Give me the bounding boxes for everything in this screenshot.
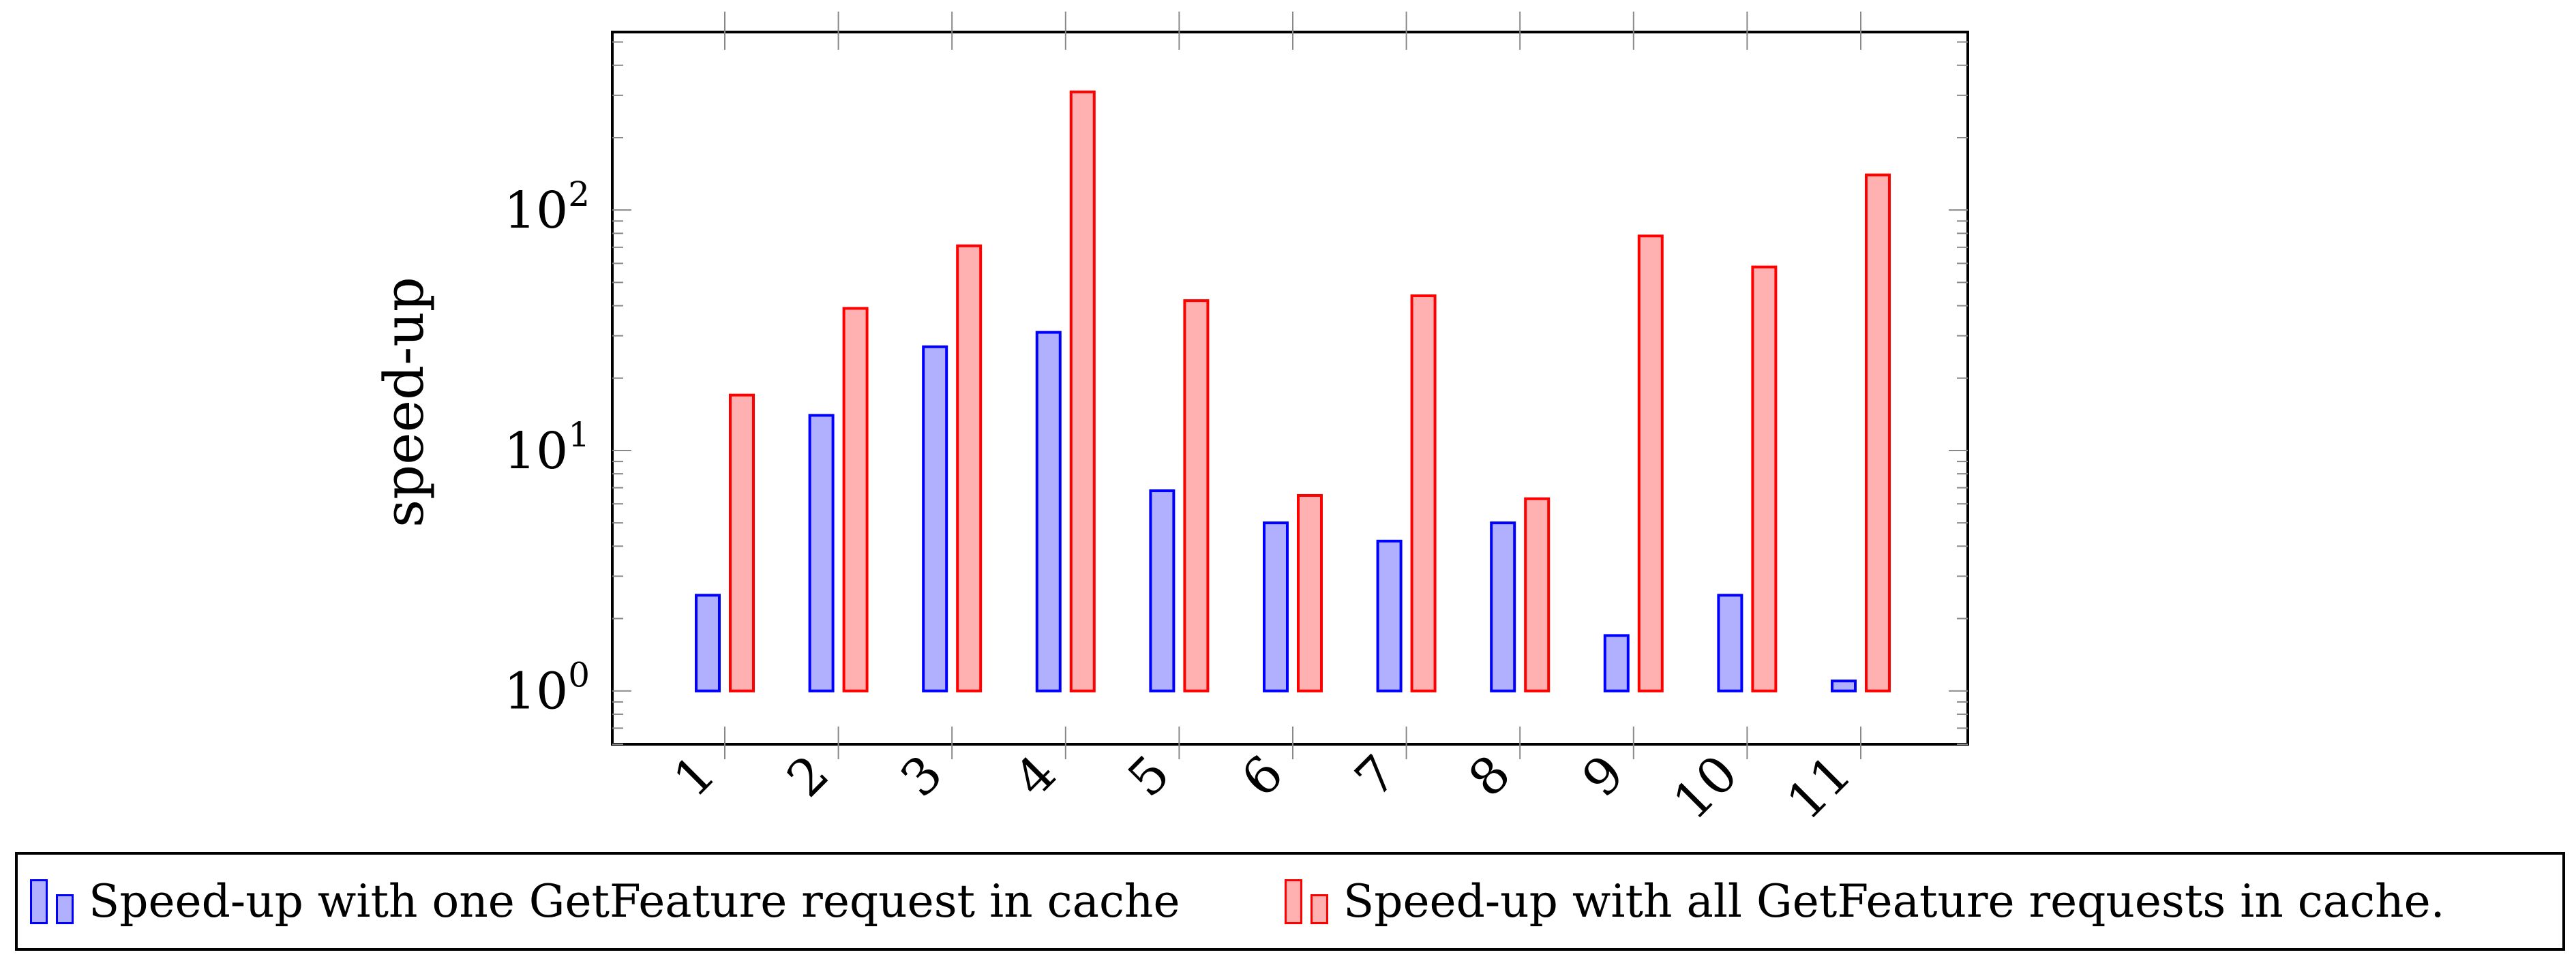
bar-series1-11 xyxy=(1831,680,1857,692)
x-tick-label: 1 xyxy=(663,744,727,808)
plot-area xyxy=(611,31,1969,746)
y-axis-label: speed-up xyxy=(372,277,436,528)
legend-swatch-bar xyxy=(30,879,48,924)
bars xyxy=(695,90,1891,692)
bar-series1-7 xyxy=(1376,539,1403,692)
legend-swatch-series-2 xyxy=(1285,855,1336,948)
bar-series1-10 xyxy=(1717,594,1743,692)
bar-series2-4 xyxy=(1069,90,1096,692)
y-tick-base: 10 xyxy=(504,422,568,480)
legend-swatch-bar xyxy=(1311,894,1328,924)
bar-series2-7 xyxy=(1410,294,1437,692)
legend-label-series-2: Speed-up with all GetFeature requests in… xyxy=(1343,874,2445,928)
legend: Speed-up with one GetFeature request in … xyxy=(15,852,2565,951)
x-tick-label: 7 xyxy=(1344,744,1408,808)
bar-series2-6 xyxy=(1297,493,1323,692)
bar-series2-3 xyxy=(956,244,983,692)
x-tick-label: 3 xyxy=(890,744,954,808)
x-tick-label: 8 xyxy=(1458,744,1522,808)
bar-series2-5 xyxy=(1183,299,1210,692)
plot-frame xyxy=(611,31,1969,746)
legend-entry-series-2: Speed-up with all GetFeature requests in… xyxy=(1285,855,2445,948)
x-tick-label: 6 xyxy=(1231,744,1295,808)
y-tick-base: 10 xyxy=(504,181,568,240)
bar-series1-4 xyxy=(1035,331,1062,692)
bar-series2-8 xyxy=(1524,497,1551,692)
bar-series1-9 xyxy=(1603,634,1630,692)
bar-series1-1 xyxy=(695,594,721,692)
y-tick-label: 101 xyxy=(504,415,590,480)
x-tick-label: 10 xyxy=(1662,744,1749,831)
x-tick-label: 9 xyxy=(1571,744,1635,808)
y-tick-base: 10 xyxy=(504,662,568,721)
x-tick-label: 5 xyxy=(1117,744,1181,808)
axis-ticks xyxy=(612,12,1968,759)
y-tick-exponent: 2 xyxy=(568,174,590,214)
legend-swatch-bar xyxy=(56,894,74,924)
x-tick-label: 2 xyxy=(776,744,840,808)
bar-series1-3 xyxy=(922,345,948,692)
x-tick-label: 4 xyxy=(1003,744,1067,808)
bar-series2-2 xyxy=(842,307,869,692)
y-tick-exponent: 0 xyxy=(568,656,590,695)
bar-series2-11 xyxy=(1865,173,1891,692)
y-tick-label: 100 xyxy=(504,656,590,721)
y-tick-label: 102 xyxy=(504,174,590,240)
x-tick-label: 11 xyxy=(1776,744,1862,831)
y-tick-exponent: 1 xyxy=(568,415,590,455)
bar-series2-9 xyxy=(1637,234,1664,692)
legend-swatch-series-1 xyxy=(30,855,82,948)
bar-series1-8 xyxy=(1490,521,1516,692)
legend-label-series-1: Speed-up with one GetFeature request in … xyxy=(89,874,1180,928)
legend-swatch-bar xyxy=(1285,879,1302,924)
bar-series2-1 xyxy=(729,393,755,692)
bar-series1-6 xyxy=(1263,521,1289,692)
bar-series1-5 xyxy=(1149,489,1175,692)
legend-entry-series-1: Speed-up with one GetFeature request in … xyxy=(30,855,1180,948)
bar-series1-2 xyxy=(808,414,835,692)
bar-series2-10 xyxy=(1751,265,1778,692)
